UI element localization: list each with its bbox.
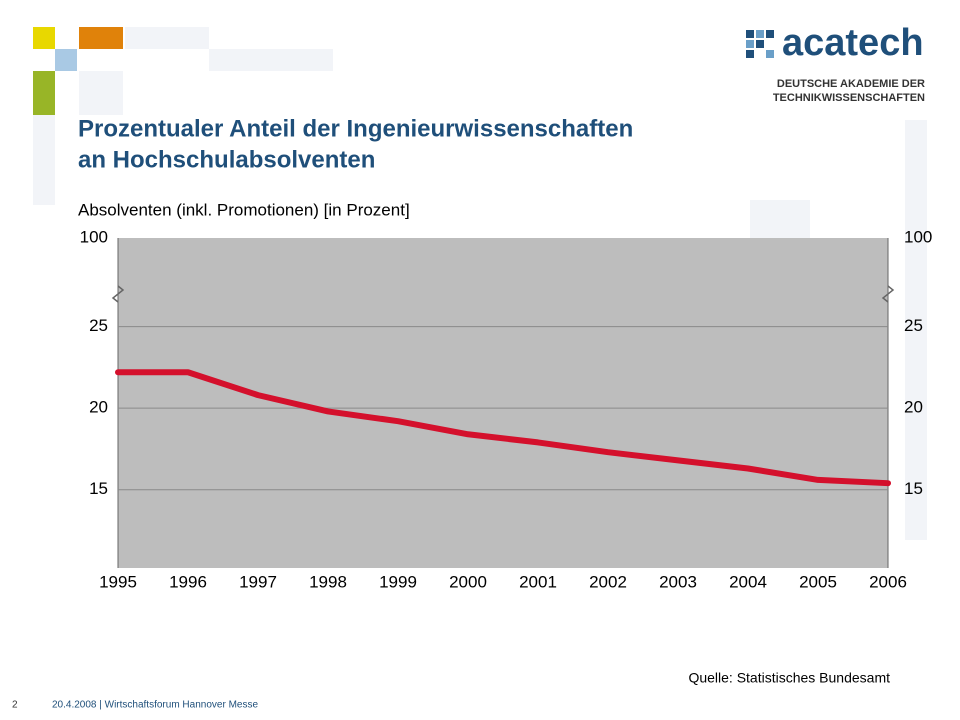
page-number: 2	[12, 700, 18, 711]
x-tick-label: 2006	[869, 572, 907, 591]
chart-title: Prozentualer Anteil der Ingenieurwissens…	[78, 115, 633, 142]
x-tick-label: 2001	[519, 572, 557, 591]
y-tick-label: 20	[89, 398, 108, 417]
y-tick-label: 100	[80, 227, 108, 246]
photo-background	[118, 238, 888, 568]
chart-title: an Hochschulabsolventen	[78, 146, 375, 173]
x-tick-label: 2002	[589, 572, 627, 591]
x-tick-label: 1996	[169, 572, 207, 591]
x-tick-label: 1999	[379, 572, 417, 591]
x-tick-label: 1998	[309, 572, 347, 591]
y2-tick-label: 20	[904, 398, 923, 417]
x-tick-label: 2003	[659, 572, 697, 591]
x-tick-label: 2000	[449, 572, 487, 591]
logo-subtitle: DEUTSCHE AKADEMIE DER	[777, 78, 925, 90]
x-tick-label: 1997	[239, 572, 277, 591]
y2-tick-label: 25	[904, 316, 923, 335]
x-tick-label: 1995	[99, 572, 137, 591]
plot: 15 20 25 100 15 20 25 100 1995 1996 1997 1998 1999 20…	[80, 227, 933, 591]
x-tick-label: 2005	[799, 572, 837, 591]
logo-subtitle: TECHNIKWISSENSCHAFTEN	[773, 92, 925, 104]
y2-tick-label: 100	[904, 227, 932, 246]
logo: acatech	[782, 22, 924, 64]
x-tick-label: 2004	[729, 572, 767, 591]
source: Quelle: Statistisches Bundesamt	[688, 670, 890, 686]
y2-tick-label: 15	[904, 479, 923, 498]
y-tick-label: 15	[89, 479, 108, 498]
line	[115, 369, 891, 487]
y-tick-label: 25	[89, 316, 108, 335]
footer: 20.4.2008 | Wirtschaftsforum Hannover Me…	[52, 700, 258, 711]
decoration	[33, 27, 927, 540]
logo-icon	[746, 30, 774, 58]
y-axis-label: Absolventen (inkl. Promotionen) [in Proz…	[78, 200, 410, 219]
